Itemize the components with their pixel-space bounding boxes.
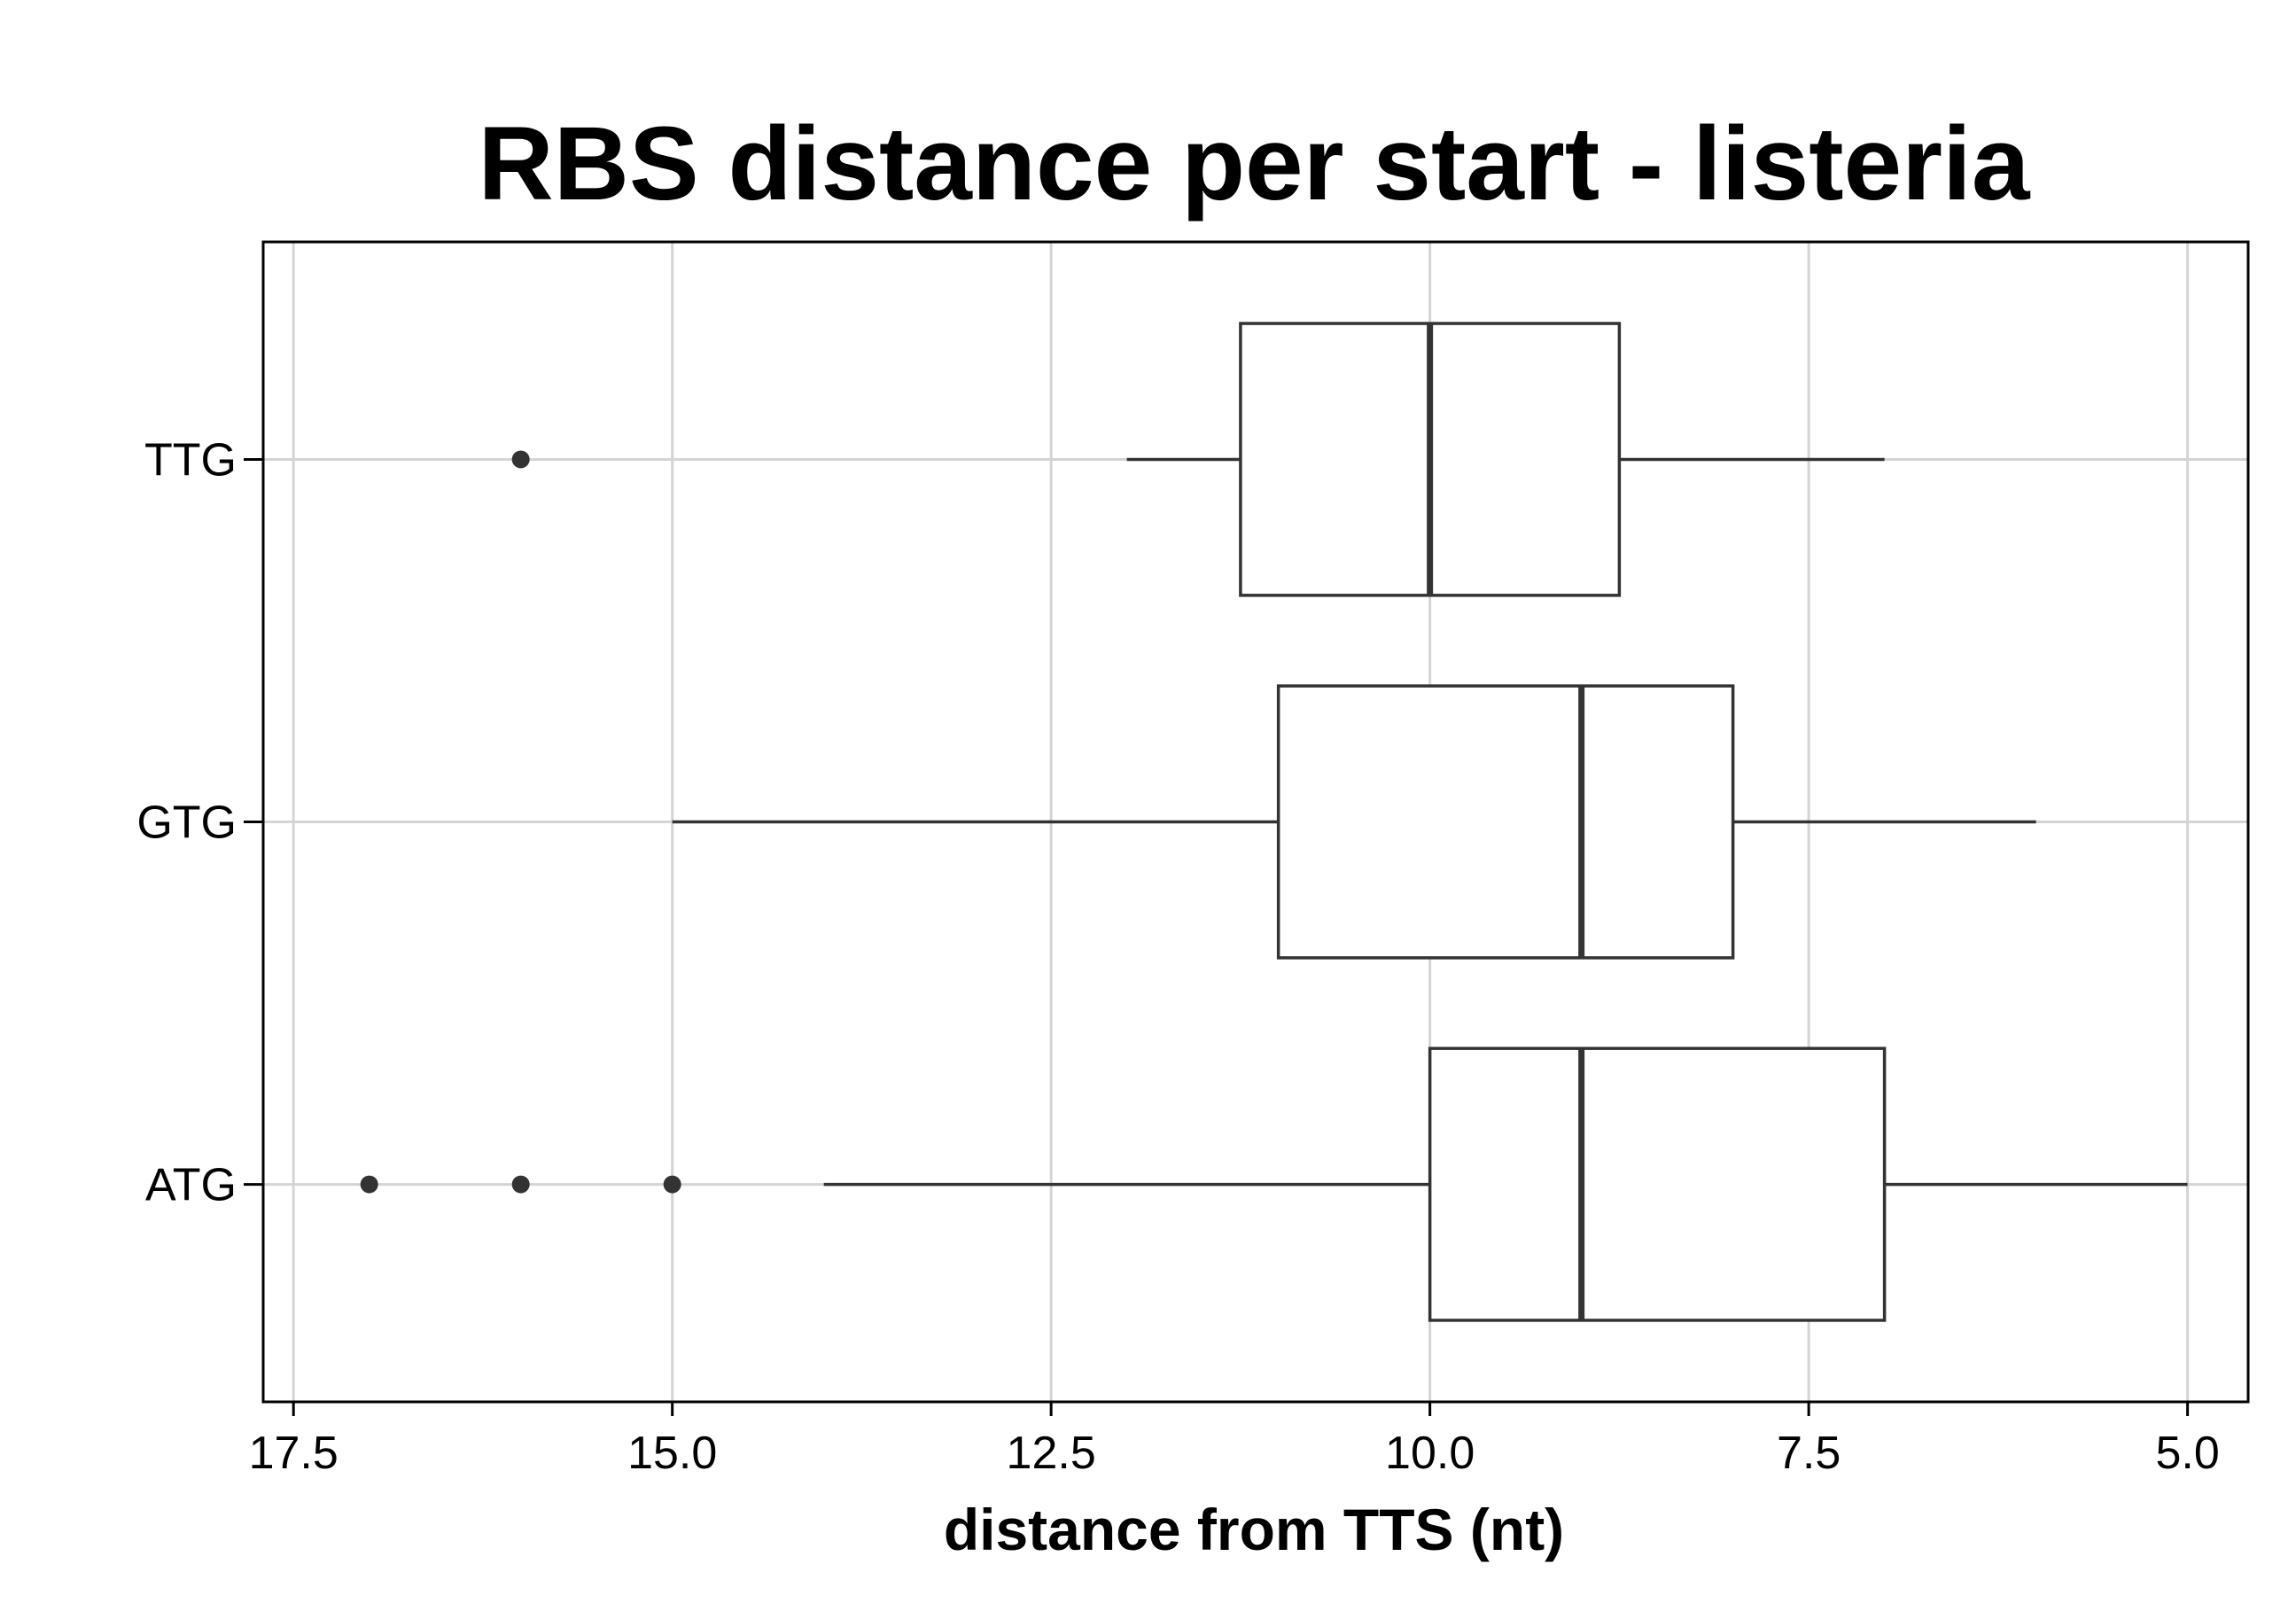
outlier-point-atg [360,1175,378,1194]
x-tick-label: 17.5 [249,1428,339,1479]
chart-title: RBS distance per start - listeria [479,105,2031,222]
x-axis-label: distance from TTS (nt) [944,1497,1564,1562]
outlier-point-atg [663,1175,681,1194]
box-series [360,322,2188,1322]
box-atg [1428,1047,1887,1322]
x-tick-label: 15.0 [627,1428,717,1479]
box-group-atg [360,1047,2188,1322]
box-group-ttg [511,322,1885,597]
box-group-gtg [672,684,2036,960]
box-gtg [1276,684,1735,960]
x-tick-label: 12.5 [1007,1428,1096,1479]
y-tick-label-gtg: GTG [136,798,237,849]
x-tick-label: 10.0 [1385,1428,1475,1479]
outlier-point-ttg [511,450,530,469]
x-tick-label: 7.5 [1777,1428,1841,1479]
outlier-point-atg [511,1175,530,1194]
y-tick-label-atg: ATG [145,1160,237,1211]
x-tick-label: 5.0 [2155,1428,2219,1479]
axes: 17.5 15.0 12.5 10.0 7.5 5.0 TTG GTG ATG [136,434,2219,1479]
y-tick-label-ttg: TTG [144,434,237,486]
